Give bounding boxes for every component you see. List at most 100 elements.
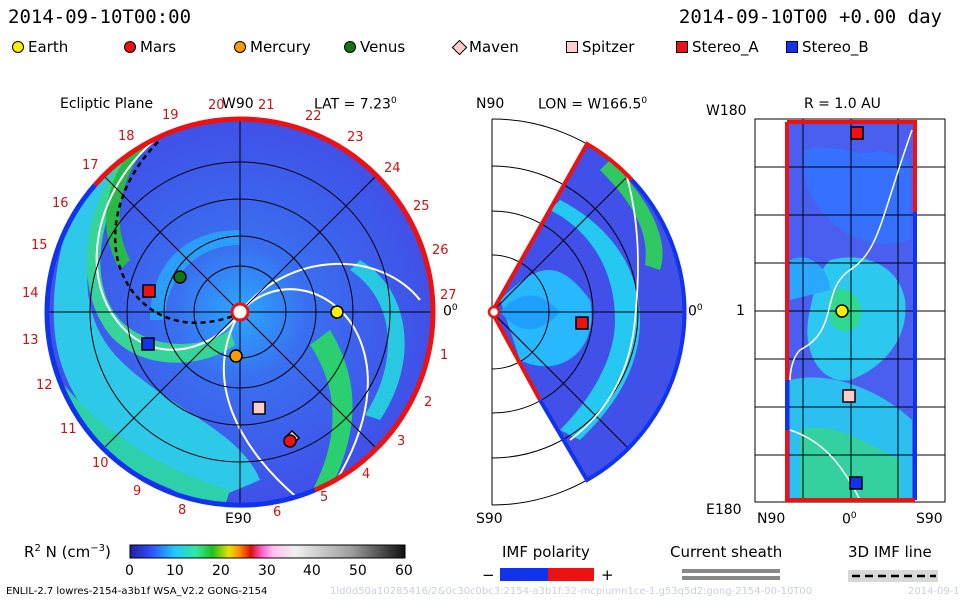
ecliptic-plane-plot — [44, 116, 436, 508]
meridional-bottom-label: S90 — [476, 511, 503, 527]
imf-polarity-swatch — [500, 568, 594, 581]
rim-number-15: 15 — [31, 238, 48, 253]
ecliptic-lat: LAT = 7.230 — [314, 96, 397, 113]
stereo-b-position — [141, 337, 155, 351]
earth-marker-icon — [12, 41, 24, 53]
footer-run-id: 1ld0d50a10285416/2&0c30c0bc3:2154-a3b1f:… — [330, 586, 813, 597]
rim-number-9: 9 — [133, 484, 142, 499]
radial-y-top: W180 — [706, 103, 747, 119]
rim-number-1: 1 — [440, 348, 449, 363]
ecliptic-top-label: W90 — [222, 96, 254, 112]
radial-spitzer-position — [842, 389, 856, 403]
mars-position — [283, 434, 297, 448]
run-date-left: 2014-09-10T00:00 — [8, 6, 192, 28]
radial-y-bottom: E180 — [706, 502, 742, 518]
footer-date: 2014-09-10 — [908, 586, 960, 597]
rim-number-6: 6 — [273, 505, 282, 520]
run-date-right: 2014-09-10T00 +0.00 day — [678, 6, 942, 28]
radial-title: R = 1.0 AU — [804, 96, 881, 112]
stereo-a-position — [142, 284, 156, 298]
rim-number-17: 17 — [82, 158, 99, 173]
spitzer-position — [252, 401, 266, 415]
rim-number-19: 19 — [162, 108, 179, 123]
rim-number-25: 25 — [413, 199, 430, 214]
ecliptic-polarity-rim — [44, 116, 436, 508]
ecliptic-right-label: 00 — [443, 303, 458, 320]
radial-x-left: N90 — [757, 511, 786, 527]
legend-venus: Venus — [344, 38, 405, 56]
rim-number-8: 8 — [178, 503, 187, 518]
radial-stereo-b-position — [849, 476, 863, 490]
rim-number-4: 4 — [362, 467, 371, 482]
meridional-plane-plot — [487, 118, 687, 506]
mercury-marker-icon — [234, 41, 246, 53]
meridional-top-label: N90 — [476, 96, 505, 112]
rim-number-24: 24 — [384, 161, 401, 176]
rim-number-2: 2 — [424, 395, 433, 410]
colorbar-tick-30: 30 — [258, 563, 276, 579]
legend-mars: Mars — [124, 38, 176, 56]
imf-polarity-plus: + — [601, 566, 614, 584]
legend-spitzer: Spitzer — [566, 38, 634, 56]
radial-y-mid: 1 — [736, 303, 745, 319]
imf-line-title: 3D IMF line — [848, 543, 932, 561]
colorbar-label: R2 N (cm−3) — [24, 543, 111, 561]
legend-stereo-a: Stereo_A — [676, 38, 759, 56]
imf-polarity-minus: − — [482, 566, 495, 584]
spitzer-marker-icon — [566, 41, 578, 53]
radial-earth-position — [835, 304, 849, 318]
current-sheath-swatch — [682, 569, 780, 580]
colorbar-tick-60: 60 — [395, 563, 413, 579]
rim-number-13: 13 — [22, 333, 39, 348]
stereo-a-marker-icon — [676, 41, 688, 53]
density-structures — [50, 138, 405, 505]
rim-number-11: 11 — [60, 422, 77, 437]
imf-line-swatch — [848, 570, 938, 582]
rim-number-14: 14 — [22, 286, 39, 301]
rim-number-20: 20 — [208, 98, 225, 113]
radial-x-right: S90 — [916, 511, 943, 527]
earth-position — [330, 305, 344, 319]
rim-number-5: 5 — [320, 490, 329, 505]
legend-maven: Maven — [451, 38, 519, 56]
legend-earth: Earth — [12, 38, 68, 56]
colorbar-tick-50: 50 — [349, 563, 367, 579]
ecliptic-bottom-label: E90 — [225, 511, 252, 527]
meridional-lon: LON = W166.50 — [538, 96, 648, 113]
rim-number-21: 21 — [258, 98, 275, 113]
rim-number-23: 23 — [347, 130, 364, 145]
colorbar-tick-40: 40 — [303, 563, 321, 579]
rim-number-10: 10 — [92, 456, 109, 471]
colorbar-tick-20: 20 — [212, 563, 230, 579]
mars-marker-icon — [124, 41, 136, 53]
rim-number-12: 12 — [36, 378, 53, 393]
venus-position — [173, 270, 187, 284]
rim-number-26: 26 — [432, 243, 449, 258]
density-colorbar — [129, 544, 406, 559]
colorbar-tick-0: 0 — [125, 563, 134, 579]
meridional-stereo-a-position — [575, 316, 589, 330]
radial-surface-plot — [754, 118, 946, 503]
meridional-sun-icon — [487, 305, 501, 319]
rim-number-22: 22 — [305, 109, 322, 124]
current-sheath-title: Current sheath — [670, 543, 783, 561]
meridional-right-label: 00 — [688, 303, 703, 320]
stereo-b-marker-icon — [786, 41, 798, 53]
current-sheet-line — [113, 141, 237, 324]
ecliptic-title: Ecliptic Plane — [60, 96, 154, 112]
radial-stereo-a-position — [850, 126, 864, 140]
rim-number-16: 16 — [52, 196, 69, 211]
colorbar-tick-10: 10 — [166, 563, 184, 579]
venus-marker-icon — [344, 41, 356, 53]
legend-mercury: Mercury — [234, 38, 311, 56]
imf-polarity-title: IMF polarity — [502, 543, 590, 561]
sun-icon — [230, 302, 250, 322]
rim-number-27: 27 — [440, 288, 457, 303]
rim-number-3: 3 — [397, 434, 406, 449]
rim-number-18: 18 — [118, 129, 135, 144]
radial-x-mid: 00 — [842, 511, 857, 528]
legend-stereo-b: Stereo_B — [786, 38, 869, 56]
footer-model-info: ENLIL-2.7 lowres-2154-a3b1f WSA_V2.2 GON… — [6, 586, 268, 597]
mercury-position — [229, 349, 243, 363]
